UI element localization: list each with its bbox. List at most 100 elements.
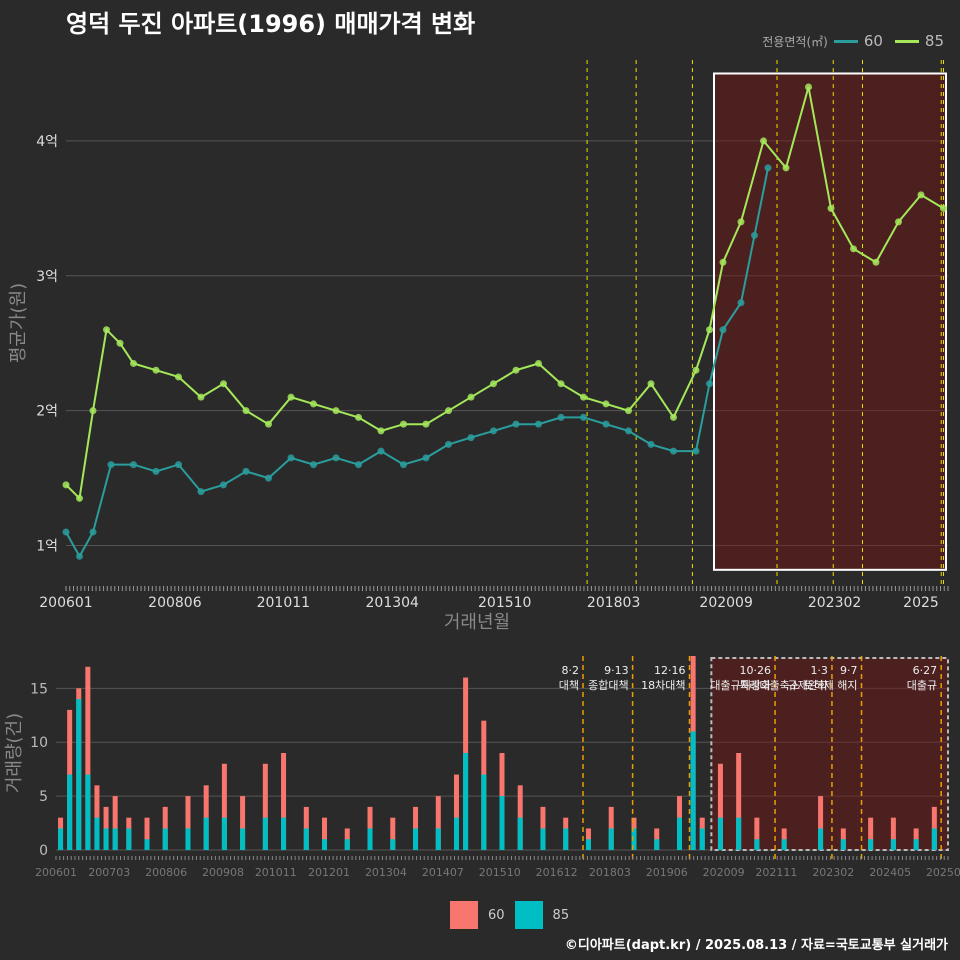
x-tick-label: 200908 (202, 866, 244, 879)
x-tick-label: 200601 (35, 866, 77, 879)
bar-85 (322, 839, 328, 850)
data-point-60 (400, 461, 407, 469)
bar-60 (240, 796, 246, 850)
bar-85 (754, 839, 760, 850)
legend-bottom: 60 85 (450, 901, 569, 929)
annotation-text: 대출규제강화 (710, 679, 771, 692)
bar-85 (240, 828, 246, 850)
bar-85 (868, 839, 874, 850)
data-point-85 (130, 359, 137, 367)
data-point-85 (62, 481, 70, 489)
bar-85 (499, 796, 505, 850)
bar-85 (736, 817, 742, 850)
x-tick-label: 2025 (903, 595, 939, 611)
price-chart: 1억 2억 3억 4억 200601 200806 201011 201304 201510 20… (8, 60, 949, 633)
legend-box-60 (450, 901, 478, 929)
data-point-60 (242, 467, 250, 475)
highlight-box (713, 72, 947, 571)
bar-85 (281, 817, 287, 850)
data-point-85 (805, 83, 812, 91)
bar-60 (94, 785, 100, 850)
x-tick-label: 201304 (365, 866, 407, 879)
x-tick-label: 200806 (148, 595, 202, 611)
annotation-date: 9·7 (840, 664, 858, 677)
bar-60 (517, 785, 523, 850)
data-point-60 (332, 454, 340, 462)
data-point-60 (287, 454, 295, 462)
annotation-date: 1·3 (810, 664, 828, 677)
x-tick-label: 201407 (422, 866, 464, 879)
data-point-85 (310, 400, 317, 408)
data-point-85 (602, 400, 610, 408)
data-point-85 (242, 407, 250, 415)
x-tick-label: 200601 (39, 595, 92, 611)
data-point-85 (647, 380, 655, 388)
bar-60 (890, 817, 896, 850)
x-tick-label: 200806 (145, 866, 187, 879)
annotation-date: 10·26 (740, 664, 772, 677)
bar-60 (868, 817, 874, 850)
data-point-60 (355, 461, 362, 469)
series-line-60 (65, 167, 769, 559)
bar-85 (517, 817, 523, 850)
y-tick-label: 4억 (36, 134, 58, 150)
data-point-85 (782, 164, 790, 172)
bar-60 (221, 763, 227, 850)
legend-swatch-85 (894, 39, 919, 43)
data-point-60 (422, 454, 430, 462)
x-tick-label: 202111 (755, 866, 797, 879)
data-point-85 (737, 218, 745, 226)
bar-60 (262, 763, 268, 850)
bar-85 (890, 839, 896, 850)
bar-85 (262, 817, 268, 850)
data-point-85 (103, 326, 110, 334)
x-tick-label: 20250 (926, 866, 960, 879)
data-point-85 (220, 380, 227, 388)
bar-85 (585, 839, 591, 850)
data-point-85 (377, 427, 385, 435)
data-point-85 (355, 413, 362, 421)
data-point-60 (175, 461, 182, 469)
bar-85 (67, 774, 73, 850)
x-tick-label: 201510 (479, 866, 521, 879)
data-point-85 (850, 245, 857, 253)
bar-85 (840, 839, 846, 850)
legend-top: 전용면적(㎡) 60 85 (762, 32, 950, 50)
data-point-60 (647, 440, 655, 448)
bar-85 (563, 828, 569, 850)
annotation-date: 8·2 (562, 664, 580, 677)
bar-60 (818, 796, 824, 850)
bar-85 (94, 817, 100, 850)
bar-85 (85, 774, 91, 850)
bar-60 (435, 796, 441, 850)
data-point-60 (107, 461, 115, 469)
y-tick-label: 3억 (36, 269, 58, 285)
bar-85 (481, 774, 487, 850)
bar-85 (913, 839, 919, 850)
bar-85 (103, 828, 109, 850)
x-tick-label: 202302 (812, 866, 854, 879)
y-axis-label: 거래량(건) (4, 713, 25, 793)
data-point-85 (917, 191, 925, 199)
bar-60 (322, 817, 328, 850)
data-point-85 (580, 393, 587, 401)
data-point-85 (895, 218, 902, 226)
data-point-85 (175, 373, 182, 381)
data-point-85 (706, 326, 713, 334)
x-tick-label: 202405 (869, 866, 911, 879)
data-point-60 (670, 447, 677, 455)
annotation-text: 특례대출축소 토허제 해지 (739, 678, 857, 692)
data-point-85 (152, 366, 160, 374)
data-point-60 (76, 552, 83, 560)
bar-85 (162, 828, 168, 850)
bar-60 (185, 796, 191, 850)
bar-85 (413, 828, 419, 850)
bar-85 (303, 828, 309, 850)
y-tick-label: 1억 (36, 539, 58, 555)
y-tick-label: 0 (39, 843, 48, 859)
data-point-60 (625, 427, 632, 435)
bar-60 (203, 785, 209, 850)
data-point-60 (445, 440, 452, 448)
bar-85 (367, 828, 373, 850)
bar-85 (931, 828, 937, 850)
